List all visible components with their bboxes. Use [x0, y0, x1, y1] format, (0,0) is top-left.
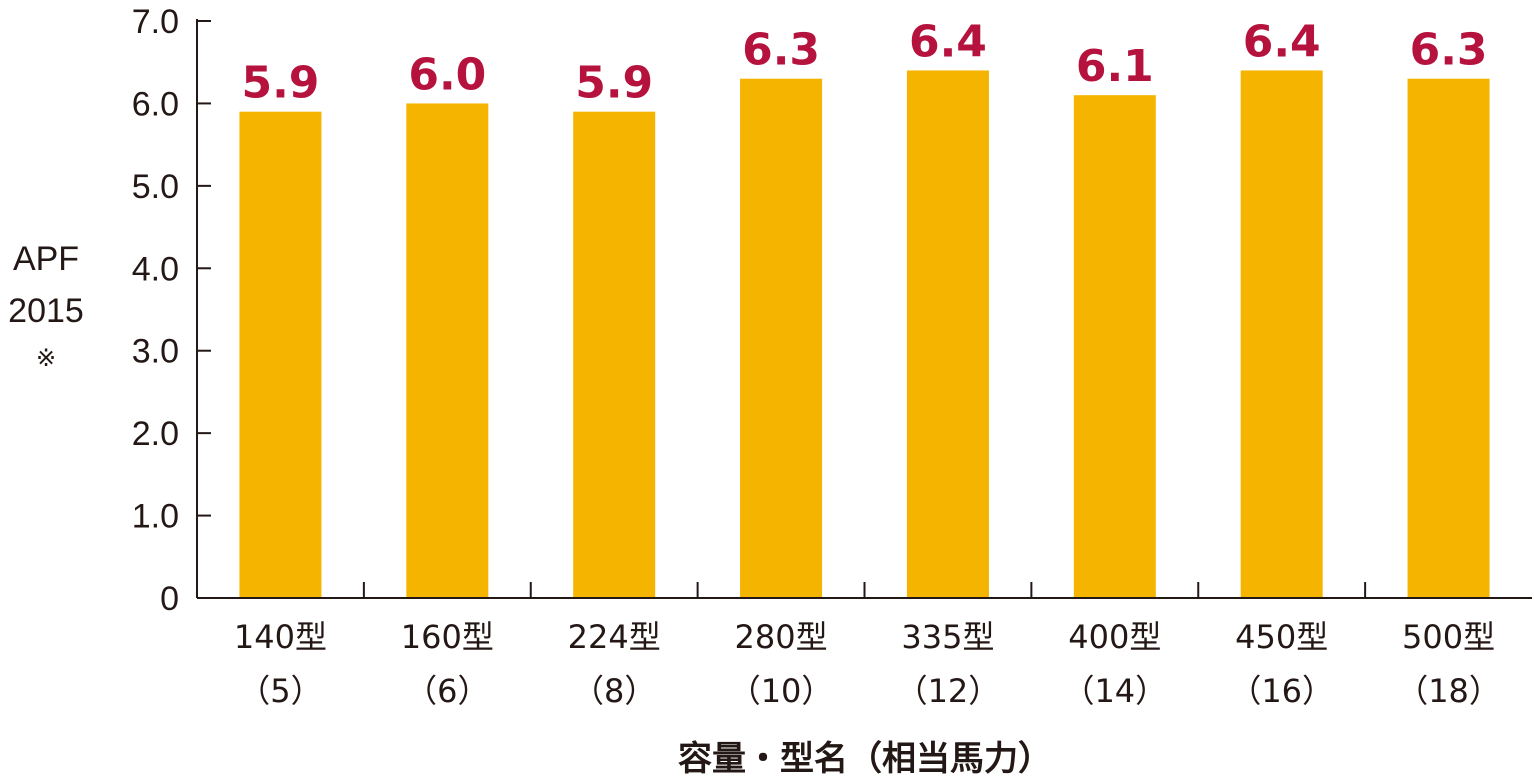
x-tick-label-hp: （18） — [1396, 672, 1501, 710]
x-tick-label-hp: （5） — [238, 672, 322, 710]
bar — [406, 103, 489, 598]
bar — [740, 78, 823, 598]
y-axis-label-line: ※ — [36, 344, 56, 372]
bar — [239, 111, 322, 599]
x-tick-label-hp: （8） — [572, 672, 656, 710]
y-axis-label-line: 2015 — [8, 292, 84, 330]
bar-value-label: 6.4 — [909, 16, 987, 67]
bar — [573, 111, 656, 599]
y-tick-label: 0 — [160, 580, 179, 618]
x-tick-label-model: 160型 — [401, 618, 494, 656]
bar-value-label: 6.4 — [1243, 16, 1321, 67]
y-tick-label: 5.0 — [132, 168, 179, 206]
x-tick-label-model: 335型 — [901, 618, 994, 656]
x-tick-label-model: 500型 — [1402, 618, 1495, 656]
bar-value-label: 6.0 — [408, 49, 486, 100]
x-tick-label-hp: （6） — [405, 672, 489, 710]
x-tick-label-model: 280型 — [735, 618, 828, 656]
bar-value-label: 6.3 — [742, 25, 820, 76]
x-axis: 140型 （5） 160型 （6） 224型 （8） 280型 （10） 335型 （12） 400… — [197, 582, 1532, 710]
x-tick-label-hp: （12） — [896, 672, 1001, 710]
x-axis-title: 容量・型名（相当馬力） — [678, 739, 1052, 777]
bar — [1407, 78, 1490, 598]
bar-value-label: 5.9 — [575, 58, 653, 109]
y-axis: 0 1.0 2.0 3.0 4.0 5.0 6.0 7.0 — [132, 3, 211, 618]
x-tick-label-hp: （10） — [729, 672, 834, 710]
x-tick-label-model: 400型 — [1068, 618, 1161, 656]
y-axis-label-line: APF — [13, 240, 79, 278]
y-axis-label: APF 2015 ※ — [8, 240, 84, 372]
y-tick-label: 2.0 — [132, 415, 179, 453]
y-tick-label: 6.0 — [132, 85, 179, 123]
x-tick-label-hp: （14） — [1062, 672, 1167, 710]
bar — [906, 70, 989, 598]
bar — [1240, 70, 1323, 598]
y-tick-label: 4.0 — [132, 250, 179, 288]
x-tick-label-model: 140型 — [234, 618, 327, 656]
bars — [239, 70, 1490, 599]
y-tick-label: 7.0 — [132, 3, 179, 41]
y-tick-label: 3.0 — [132, 333, 179, 371]
bar — [1073, 95, 1156, 598]
bar-value-label: 6.3 — [1410, 25, 1488, 76]
bar-value-label: 5.9 — [241, 58, 319, 109]
y-tick-label: 1.0 — [132, 498, 179, 536]
x-tick-label-model: 450型 — [1235, 618, 1328, 656]
x-tick-label-hp: （16） — [1229, 672, 1334, 710]
data-labels: 5.9 6.0 5.9 6.3 6.4 6.1 6.4 6.3 — [241, 16, 1487, 108]
x-tick-label-model: 224型 — [568, 618, 661, 656]
bar-value-label: 6.1 — [1076, 41, 1154, 92]
